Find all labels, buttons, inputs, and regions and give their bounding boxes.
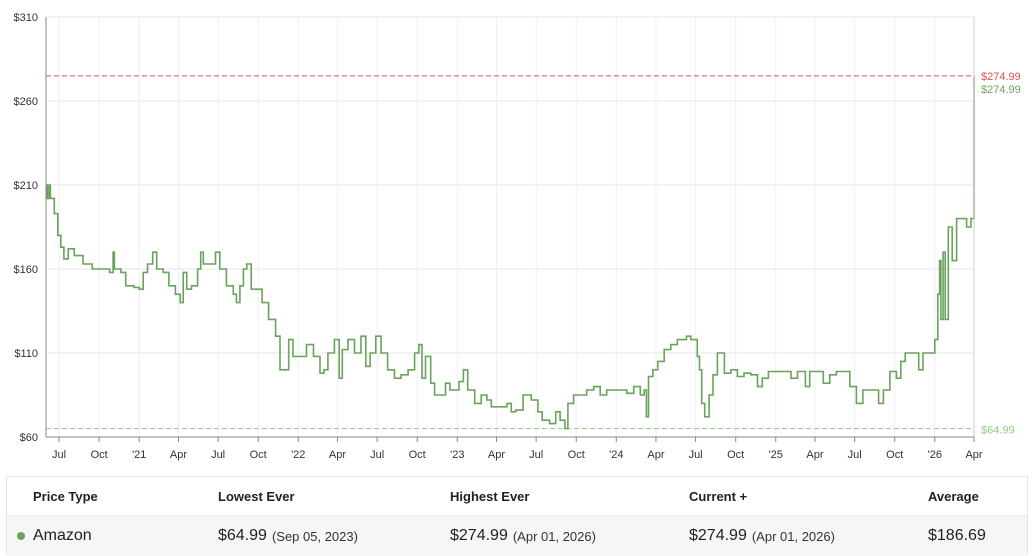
y-tick-label: $110: [14, 348, 38, 360]
current-price: $274.99: [689, 527, 747, 544]
y-tick-label: $260: [14, 96, 38, 108]
x-tick-label: Apr: [488, 449, 505, 461]
lowest-price: $64.99: [218, 527, 267, 544]
x-tick-label: Jul: [529, 449, 543, 461]
header-lowest-ever: Lowest Ever: [218, 488, 295, 504]
header-current: Current +: [689, 488, 748, 504]
price-history-chart: $60 $110 $160 $210 $260 $310 Jul Oct '21 Apr Jul O…: [14, 12, 1021, 461]
table-header-row: Price Type Lowest Ever Highest Ever Curr…: [7, 477, 1027, 515]
lowest-ever-cell: $64.99 (Sep 05, 2023): [218, 516, 358, 556]
highest-price-label: $274.99: [981, 71, 1021, 83]
average-price: $186.69: [928, 527, 986, 544]
price-series: $274.99: [46, 75, 1021, 430]
x-tick-label: Jul: [211, 449, 225, 461]
price-type-name: Amazon: [33, 527, 92, 544]
grid-lines: [46, 16, 975, 438]
x-tick-label: Oct: [409, 449, 426, 461]
current-price-label: $274.99: [981, 84, 1021, 96]
x-tick-label: Oct: [886, 449, 903, 461]
table-row: Amazon $64.99 (Sep 05, 2023) $274.99 (Ap…: [7, 515, 1027, 556]
x-tick-label: Apr: [329, 449, 346, 461]
x-tick-label: '22: [291, 449, 305, 461]
x-tick-label: Apr: [170, 449, 187, 461]
highest-price: $274.99: [450, 527, 508, 544]
x-tick-label: Oct: [91, 449, 108, 461]
highest-ever-cell: $274.99 (Apr 01, 2026): [450, 516, 596, 556]
x-tick-label: Oct: [568, 449, 585, 461]
current-date: (Apr 01, 2026): [751, 528, 835, 544]
y-tick-label: $160: [14, 264, 38, 276]
header-highest-ever: Highest Ever: [450, 488, 530, 504]
lowest-price-label: $64.99: [981, 425, 1015, 437]
highest-date: (Apr 01, 2026): [512, 528, 596, 544]
x-tick-label: '23: [450, 449, 464, 461]
axes: [45, 17, 975, 438]
x-tick-label: Apr: [965, 449, 982, 461]
average-cell: $186.69: [928, 516, 986, 556]
price-type-cell: Amazon: [17, 516, 92, 556]
x-tick-label: Jul: [52, 449, 66, 461]
x-tick-label: Jul: [848, 449, 862, 461]
x-axis-ticks: Jul Oct '21 Apr Jul Oct '22 Apr Jul Oct '23 Apr Jul O…: [52, 437, 983, 461]
price-summary-table: Price Type Lowest Ever Highest Ever Curr…: [6, 476, 1028, 556]
reference-lines: $274.99 $64.99: [46, 71, 1021, 437]
y-tick-label: $60: [20, 432, 38, 444]
x-tick-label: Oct: [250, 449, 267, 461]
x-tick-label: Apr: [647, 449, 664, 461]
series-color-dot: [17, 532, 25, 540]
y-tick-label: $210: [14, 180, 38, 192]
x-tick-label: Apr: [806, 449, 823, 461]
x-tick-label: '25: [769, 449, 783, 461]
header-average: Average: [928, 488, 979, 504]
y-tick-label: $310: [14, 12, 38, 24]
y-axis-ticks: $60 $110 $160 $210 $260 $310: [14, 12, 38, 444]
x-tick-label: '26: [928, 449, 942, 461]
x-tick-label: '21: [132, 449, 146, 461]
x-tick-label: Jul: [689, 449, 703, 461]
header-price-type: Price Type: [33, 488, 98, 504]
x-tick-label: Jul: [370, 449, 384, 461]
current-cell: $274.99 (Apr 01, 2026): [689, 516, 835, 556]
lowest-date: (Sep 05, 2023): [271, 528, 358, 544]
price-line-series: [46, 75, 975, 430]
x-tick-label: Oct: [727, 449, 744, 461]
x-tick-label: '24: [609, 449, 623, 461]
